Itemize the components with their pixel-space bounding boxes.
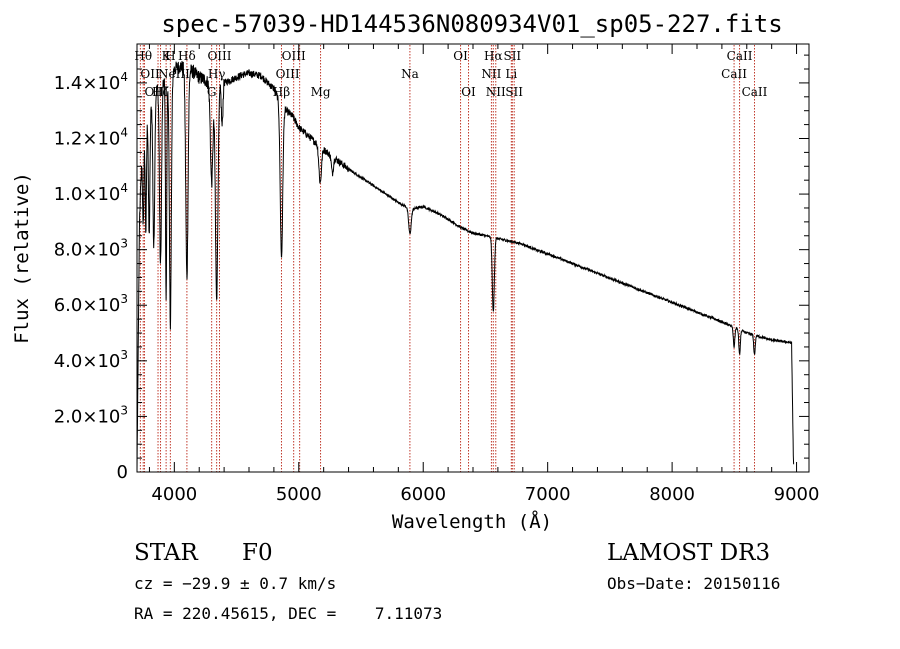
y-tick-label-7: 1.4×104 bbox=[54, 70, 128, 94]
spectrum-chart: spec-57039-HD144536N080934V01_sp05-227.f… bbox=[11, 10, 820, 533]
line-label-1: OII bbox=[140, 67, 160, 81]
line-label-15: Na bbox=[401, 67, 419, 81]
y-tick-label-3: 6.0×103 bbox=[54, 292, 128, 316]
x-tick-label-3: 7000 bbox=[525, 484, 571, 505]
line-label-24: CaII bbox=[721, 67, 747, 81]
line-label-16: OI bbox=[453, 49, 468, 63]
x-tick-label-2: 6000 bbox=[400, 484, 446, 505]
object-class: STAR bbox=[134, 540, 198, 566]
line-label-19: Hα bbox=[484, 49, 503, 63]
line-label-4: K bbox=[162, 49, 172, 63]
x-tick-label-4: 8000 bbox=[649, 484, 695, 505]
line-label-10: OIII bbox=[207, 49, 231, 63]
object-subclass: F0 bbox=[242, 540, 273, 566]
line-label-18: NII bbox=[481, 67, 501, 81]
line-label-17: OI bbox=[461, 85, 476, 99]
line-label-13: OIII bbox=[276, 67, 300, 81]
spectral-line-markers bbox=[139, 45, 755, 472]
line-label-14: Mg bbox=[311, 85, 331, 99]
y-tick-label-1: 2.0×103 bbox=[54, 403, 128, 427]
line-label-22: SII bbox=[503, 49, 521, 63]
y-axis-ticks: 0 2.0×103 4.0×103 6.0×103 8.0×103 1.0×104 1.2×… bbox=[54, 54, 809, 483]
x-axis-ticks: 4000 5000 6000 7000 8000 9000 bbox=[148, 44, 820, 505]
x-tick-label-1: 5000 bbox=[276, 484, 322, 505]
y-tick-label-2: 4.0×103 bbox=[54, 348, 128, 372]
line-label-20: NII bbox=[486, 85, 506, 99]
line-label-8: G bbox=[207, 85, 217, 99]
line-label-9: Hγ bbox=[208, 67, 226, 81]
redshift-cz: cz = −29.9 ± 0.7 km/s bbox=[134, 574, 337, 593]
line-label-5: H bbox=[165, 49, 175, 63]
line-label-25: CaII bbox=[727, 49, 753, 63]
y-tick-label-6: 1.2×104 bbox=[54, 125, 128, 149]
chart-title: spec-57039-HD144536N080934V01_sp05-227.f… bbox=[161, 10, 782, 38]
line-label-26: CaII bbox=[742, 85, 768, 99]
y-tick-label-0: 0 bbox=[117, 462, 128, 483]
line-label-6: Hζ bbox=[152, 85, 169, 99]
spectral-line-labels: HθOIIOIIINeIIIKHHζHδGHγOIIIHβOIIIOIIIMgN… bbox=[134, 49, 767, 99]
y-tick-label-5: 1.0×104 bbox=[54, 181, 128, 205]
x-tick-label-0: 4000 bbox=[151, 484, 197, 505]
x-axis-label: Wavelength (Å) bbox=[392, 510, 552, 533]
line-label-0: Hθ bbox=[134, 49, 152, 63]
line-label-12: OIII bbox=[282, 49, 306, 63]
line-label-21: Li bbox=[505, 67, 517, 81]
ra-dec: RA = 220.45615, DEC = 7.11073 bbox=[134, 604, 443, 623]
y-tick-label-4: 8.0×103 bbox=[54, 237, 128, 261]
plot-frame bbox=[136, 43, 810, 473]
observation-date: Obs−Date: 20150116 bbox=[607, 574, 781, 593]
line-label-7: Hδ bbox=[178, 49, 196, 63]
x-tick-label-5: 9000 bbox=[774, 484, 820, 505]
spectrum-line bbox=[136, 60, 795, 473]
y-axis-label: Flux (relative) bbox=[11, 172, 33, 344]
survey-name: LAMOST DR3 bbox=[607, 540, 771, 566]
line-label-23: SII bbox=[505, 85, 523, 99]
